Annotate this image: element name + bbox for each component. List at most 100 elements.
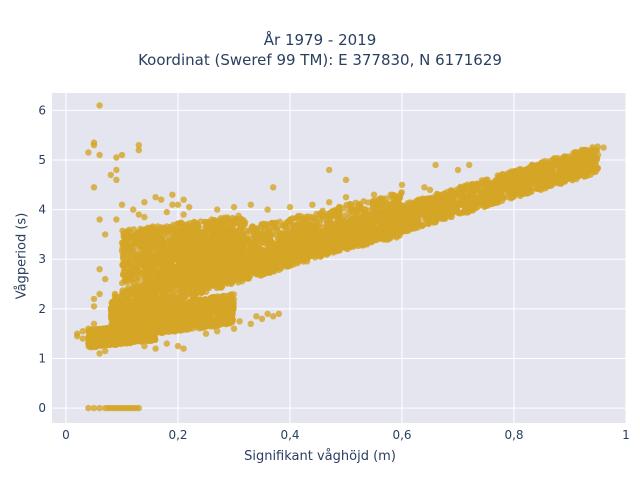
- x-tick-label: 0,4: [280, 428, 299, 442]
- data-point: [124, 307, 132, 315]
- data-point: [504, 170, 511, 177]
- data-point: [124, 293, 131, 301]
- data-point: [133, 288, 140, 296]
- data-point: [427, 198, 435, 206]
- data-point: [218, 283, 225, 290]
- data-point: [176, 326, 183, 333]
- data-point: [188, 289, 195, 297]
- data-point: [130, 333, 137, 340]
- data-point: [110, 315, 117, 322]
- data-point: [155, 315, 162, 322]
- data-point: [458, 195, 465, 202]
- x-tick-label: 0,6: [392, 428, 411, 442]
- data-point: [492, 183, 499, 191]
- data-point: [199, 304, 206, 311]
- data-point: [149, 314, 156, 322]
- data-point: [183, 317, 191, 325]
- x-tick-label: 1: [622, 428, 630, 442]
- data-point: [463, 197, 471, 204]
- data-point: [125, 299, 132, 306]
- data-point: [133, 282, 141, 290]
- data-point: [428, 205, 436, 213]
- data-point: [211, 318, 218, 325]
- data-point: [575, 172, 582, 179]
- data-point: [153, 295, 160, 302]
- data-point: [528, 176, 535, 183]
- data-point: [235, 279, 242, 286]
- data-point: [228, 291, 235, 298]
- data-point: [130, 226, 137, 233]
- data-point: [405, 202, 412, 209]
- data-point: [133, 315, 140, 322]
- x-tick-label: 0,8: [504, 428, 523, 442]
- x-tick-label: 0,2: [168, 428, 187, 442]
- data-point: [107, 307, 115, 315]
- data-point: [577, 163, 584, 171]
- data-point: [594, 143, 601, 150]
- data-point: [508, 195, 515, 202]
- data-point: [421, 196, 429, 203]
- data-point: [124, 285, 131, 292]
- data-point: [209, 300, 217, 307]
- data-point: [546, 182, 553, 189]
- data-point: [223, 303, 230, 310]
- data-point: [125, 324, 132, 331]
- data-point: [138, 322, 145, 329]
- data-point: [433, 193, 440, 201]
- data-point: [207, 323, 214, 330]
- data-point: [150, 286, 157, 294]
- data-point: [457, 184, 464, 191]
- data-point: [228, 311, 235, 319]
- data-point: [194, 321, 202, 328]
- data-point: [589, 152, 596, 159]
- data-point: [476, 193, 484, 200]
- data-point: [122, 317, 129, 324]
- data-point: [167, 282, 174, 289]
- data-point: [526, 188, 533, 195]
- data-point: [440, 198, 447, 205]
- data-point: [142, 307, 149, 314]
- data-point: [164, 292, 171, 299]
- data-point: [434, 206, 442, 213]
- data-point: [149, 303, 156, 310]
- data-point: [456, 201, 463, 208]
- data-point: [144, 295, 151, 302]
- data-point: [569, 177, 576, 184]
- y-tick-label: 6: [38, 103, 46, 117]
- data-point: [591, 164, 598, 172]
- data-point: [99, 325, 107, 332]
- data-point: [90, 330, 98, 338]
- data-point: [474, 203, 481, 211]
- data-point: [582, 168, 590, 175]
- data-point: [213, 284, 220, 291]
- data-point: [410, 220, 417, 227]
- x-tick-label: 0: [62, 428, 70, 442]
- data-point: [194, 287, 202, 294]
- data-point: [157, 304, 164, 311]
- data-point: [111, 290, 119, 298]
- data-point: [179, 299, 186, 307]
- data-point: [430, 219, 437, 226]
- data-point: [419, 204, 426, 211]
- data-point: [468, 181, 476, 188]
- data-point: [230, 276, 237, 284]
- data-point: [449, 192, 456, 199]
- data-point: [515, 175, 522, 182]
- data-point: [191, 307, 198, 314]
- data-point: [464, 185, 471, 193]
- data-point: [229, 299, 237, 306]
- data-point: [159, 321, 166, 329]
- data-point: [107, 333, 115, 340]
- data-point: [492, 177, 499, 184]
- data-point: [163, 328, 170, 335]
- data-point: [431, 211, 438, 219]
- data-point: [498, 180, 505, 187]
- data-point: [144, 331, 151, 338]
- data-point: [410, 224, 418, 232]
- data-point: [175, 307, 183, 314]
- data-point: [458, 209, 465, 216]
- y-tick-label: 3: [38, 252, 46, 266]
- data-point: [507, 177, 514, 184]
